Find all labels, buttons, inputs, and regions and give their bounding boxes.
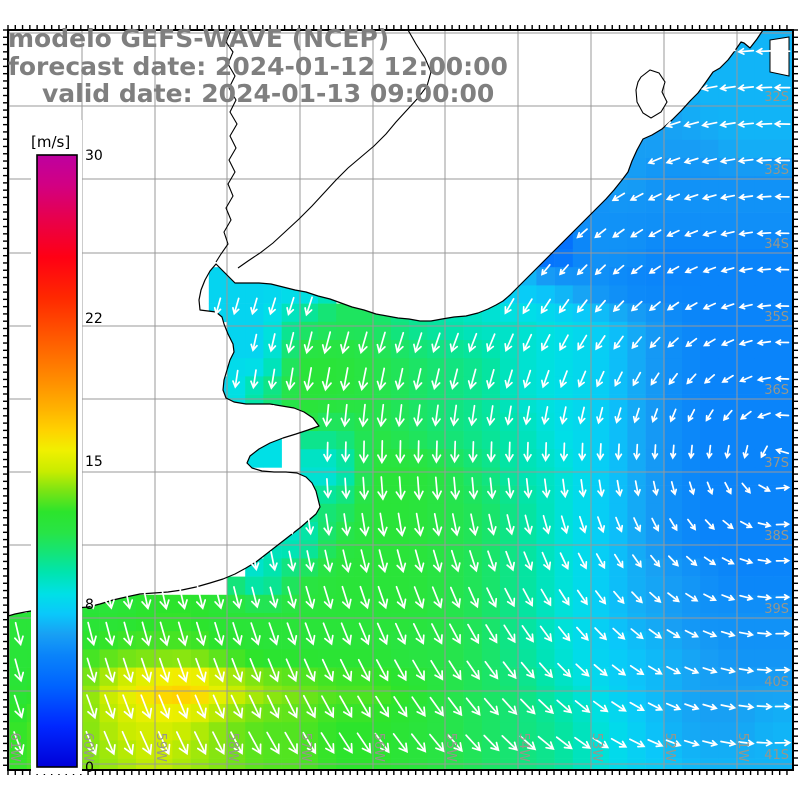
- map-canvas: [8, 30, 793, 770]
- colorbar-tick-label: 30: [85, 148, 103, 164]
- colorbar-tick-label: 22: [85, 311, 103, 327]
- longitude-label: 59W: [153, 733, 168, 763]
- longitude-label: 57W: [298, 733, 313, 763]
- longitude-label: 55W: [443, 733, 458, 763]
- latitude-label: 37S: [764, 456, 789, 471]
- latitude-label: 39S: [764, 602, 789, 617]
- colorbar: [m/s] 30 22 15 8 0: [31, 120, 103, 776]
- lat-lon-labels: 32S 33S 34S 35S 36S 37S 38S 39S 40S 41S 61W 60W 59W 5…: [7, 90, 789, 763]
- colorbar-unit-label: [m/s]: [31, 133, 70, 151]
- longitude-label: 51W: [735, 733, 750, 763]
- latitude-label: 35S: [764, 310, 789, 325]
- wind-arrows: [13, 47, 792, 756]
- latitude-label: 41S: [764, 748, 789, 763]
- map-frame-ticks: [3, 25, 798, 775]
- latitude-label: 38S: [764, 529, 789, 544]
- coastal-spit: [769, 36, 790, 77]
- longitude-label: 53W: [589, 733, 604, 763]
- latitude-label: 32S: [764, 90, 789, 105]
- model-title: modelo GEFS-WAVE (NCEP): [8, 24, 389, 53]
- river: [237, 30, 432, 269]
- latitude-label: 34S: [764, 237, 789, 252]
- latitude-label: 33S: [764, 163, 789, 178]
- longitude-label: 61W: [7, 733, 22, 763]
- longitude-label: 58W: [225, 733, 240, 763]
- colorbar-tick-label: 0: [85, 760, 94, 776]
- lagoon: [635, 69, 668, 119]
- river: [215, 30, 238, 263]
- colorbar-tick-label: 8: [85, 597, 94, 613]
- latitude-label: 40S: [764, 675, 789, 690]
- forecast-date-label: forecast date: 2024-01-12 12:00:00: [8, 52, 508, 81]
- latitude-label: 36S: [764, 383, 789, 398]
- valid-date-label: valid date: 2024-01-13 09:00:00: [42, 79, 494, 108]
- longitude-label: 56W: [371, 733, 386, 763]
- colorbar-gradient: [36, 154, 78, 768]
- coastline: [8, 30, 764, 617]
- longitude-label: 60W: [80, 733, 95, 763]
- colorbar-tick-label: 15: [85, 454, 103, 470]
- longitude-label: 52W: [662, 733, 677, 763]
- graticule: [8, 30, 793, 770]
- longitude-label: 54W: [516, 733, 531, 763]
- land-mass: [8, 30, 790, 616]
